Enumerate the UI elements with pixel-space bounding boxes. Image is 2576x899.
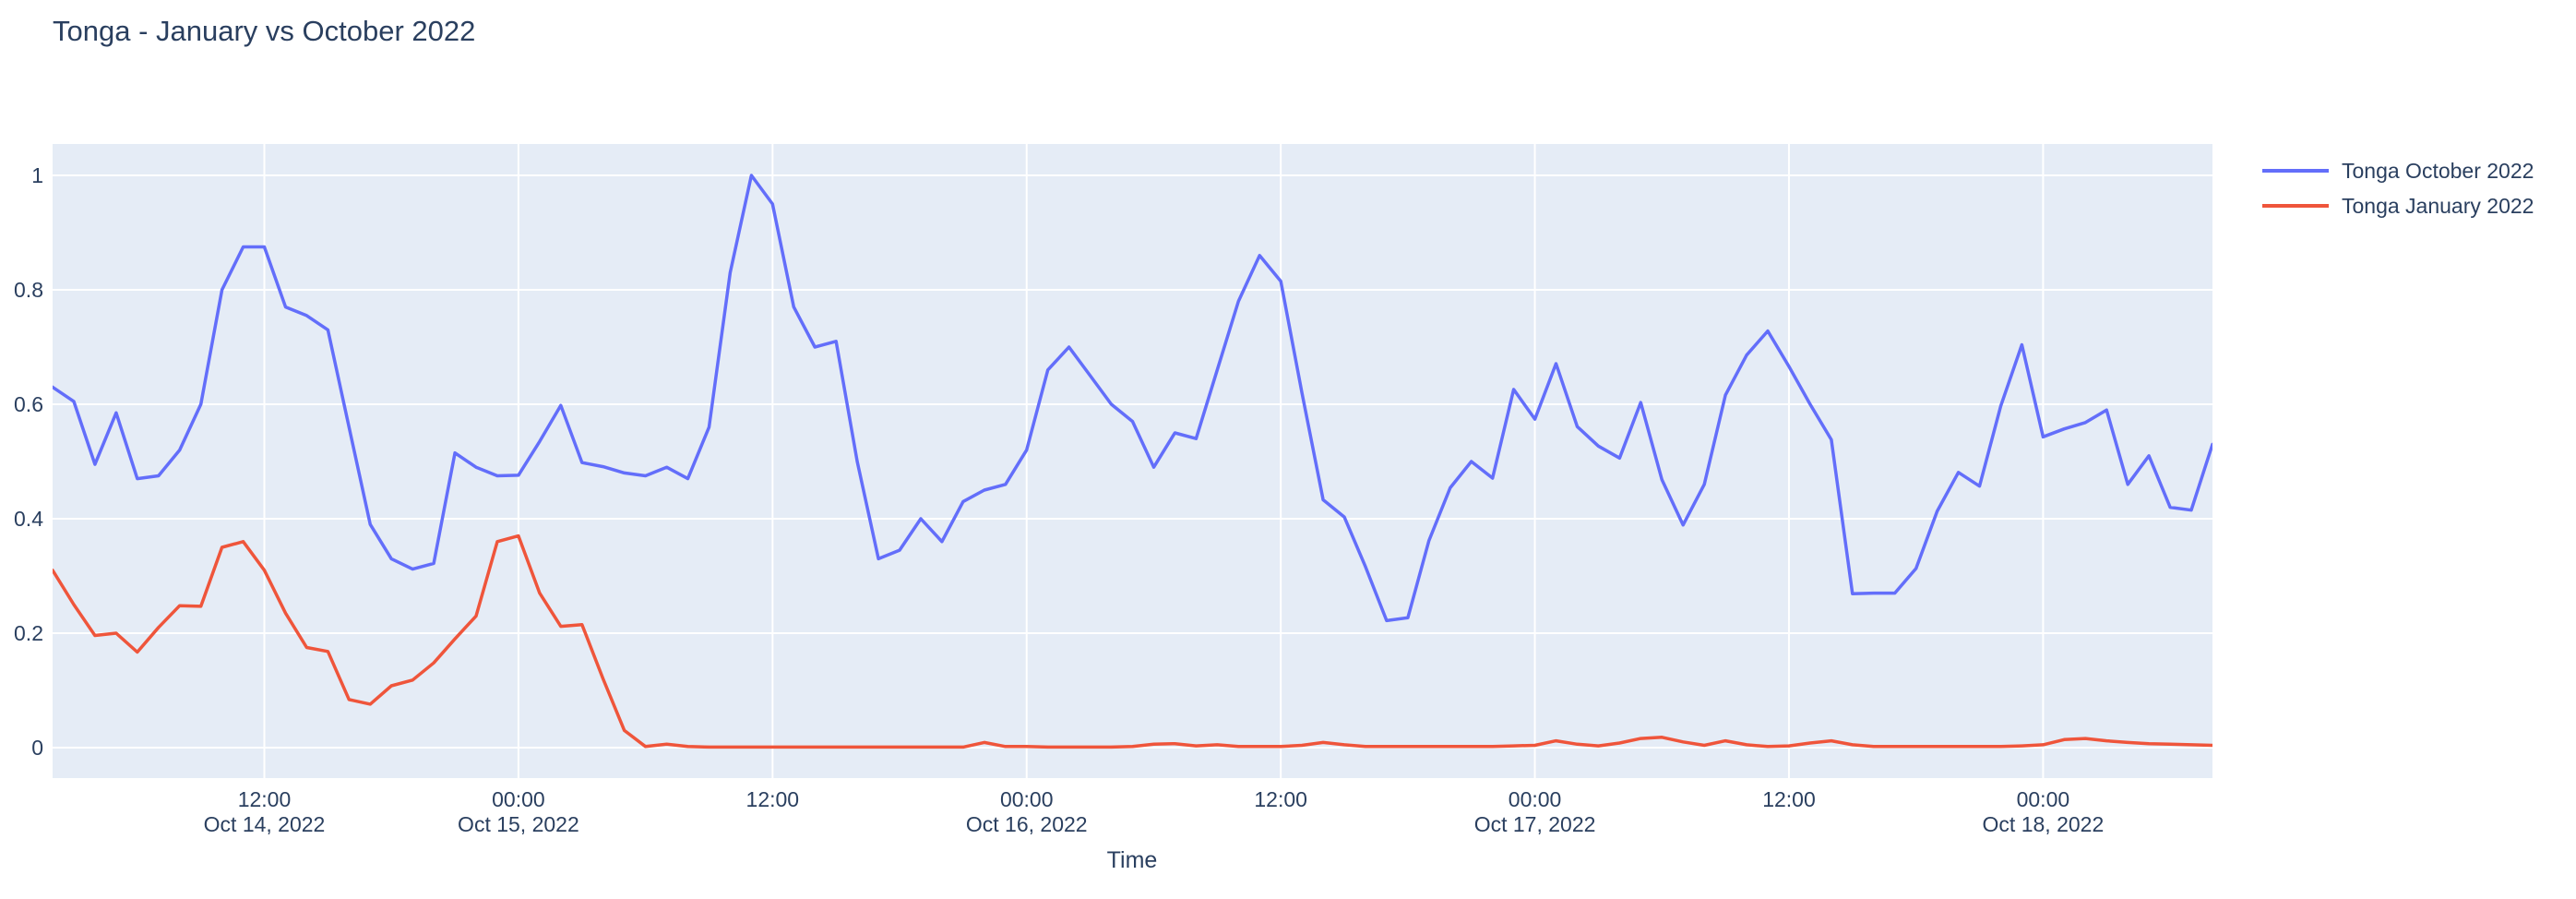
- y-tick-label: 0.6: [14, 392, 43, 416]
- legend: Tonga October 2022 Tonga January 2022: [2262, 153, 2534, 223]
- series-line-tonga-october-2022[interactable]: [53, 174, 2212, 623]
- x-tick-label: 00:00 Oct 15, 2022: [458, 787, 579, 836]
- y-tick-label: 0.4: [14, 507, 43, 531]
- legend-item-january[interactable]: Tonga January 2022: [2262, 188, 2534, 223]
- x-tick-label: 00:00 Oct 16, 2022: [965, 787, 1088, 836]
- y-tick-label: 0: [31, 736, 43, 760]
- legend-label-october: Tonga October 2022: [2342, 158, 2534, 183]
- x-tick-date-label: Oct 17, 2022: [1473, 812, 1596, 836]
- x-tick-label: 00:00 Oct 18, 2022: [1982, 787, 2105, 836]
- legend-line-swatch-january: [2262, 204, 2329, 208]
- y-tick-label: 0.2: [14, 621, 43, 645]
- y-tick-label: 0.8: [14, 278, 43, 302]
- x-tick-date-label: Oct 16, 2022: [965, 812, 1088, 836]
- plot-area[interactable]: [53, 144, 2212, 778]
- y-tick-label: 1: [31, 163, 43, 187]
- x-tick-label: 12:00 Oct 14, 2022: [203, 787, 326, 836]
- x-tick-date-label: Oct 14, 2022: [203, 812, 326, 836]
- x-tick-label: 12:00: [745, 787, 800, 811]
- legend-line-swatch-october: [2262, 169, 2329, 173]
- x-tick-date-label: Oct 18, 2022: [1982, 812, 2105, 836]
- x-tick-label: 12:00: [1762, 787, 1816, 811]
- x-tick-date-label: Oct 15, 2022: [458, 812, 579, 836]
- chart-title: Tonga - January vs October 2022: [53, 15, 476, 47]
- legend-item-october[interactable]: Tonga October 2022: [2262, 153, 2534, 188]
- x-tick-label: 12:00: [1254, 787, 1307, 811]
- x-tick-label: 00:00 Oct 17, 2022: [1473, 787, 1596, 836]
- x-axis-title: Time: [1106, 847, 1158, 873]
- series-line-tonga-january-2022[interactable]: [53, 533, 2212, 749]
- plot-canvas: [53, 144, 2212, 778]
- legend-label-january: Tonga January 2022: [2342, 193, 2534, 218]
